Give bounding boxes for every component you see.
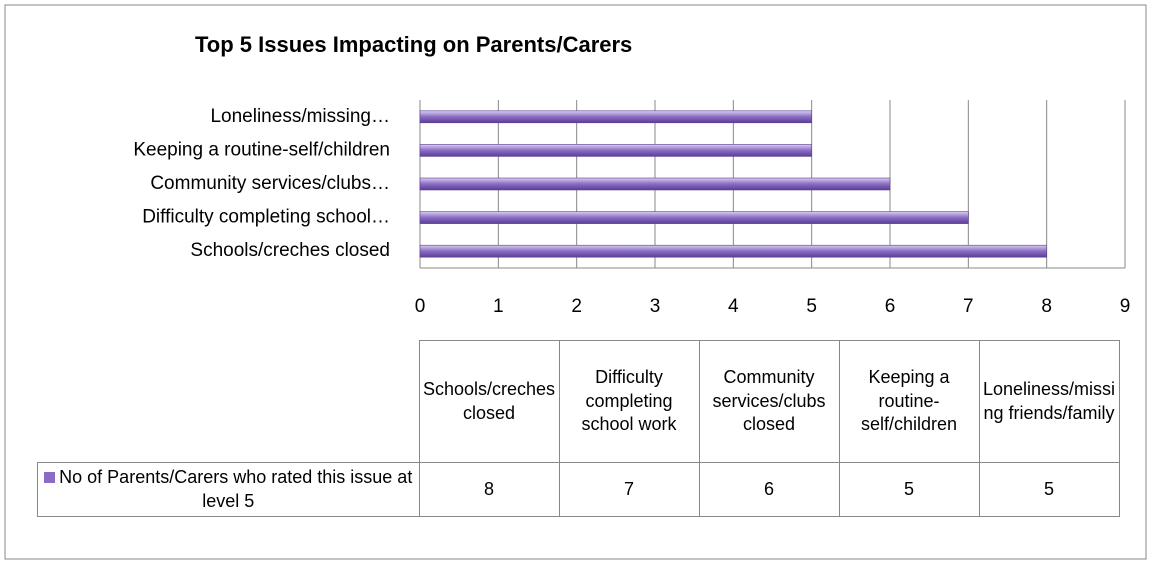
column-header: Loneliness/missing friends/family [978, 340, 1120, 463]
legend-key [44, 472, 56, 484]
bar [419, 110, 812, 124]
column-header: Schools/creches closed [418, 340, 560, 463]
data-row: No of Parents/Carers who rated this issu… [37, 462, 1120, 517]
y-tick-label: Schools/creches closed [190, 240, 390, 261]
bar [419, 144, 812, 157]
y-tick-label: Keeping a routine-self/children [133, 139, 390, 160]
x-tick-label: 3 [650, 296, 661, 317]
value-cell: 7 [558, 462, 700, 517]
x-tick-label: 2 [571, 296, 582, 317]
x-tick-label: 4 [728, 296, 739, 317]
y-tick-label: Loneliness/missing… [210, 106, 390, 127]
row-label: No of Parents/Carers who rated this issu… [37, 462, 420, 517]
value-cell: 6 [698, 462, 840, 517]
x-tick-label: 5 [806, 296, 817, 317]
table-body: Schools/creches closed Difficulty complet… [37, 340, 1120, 517]
value-cell: 5 [978, 462, 1120, 517]
blank-cell [37, 340, 419, 463]
column-header: Keeping a routine-self/children [838, 340, 980, 463]
x-tick-label: 7 [963, 296, 974, 317]
x-tick-label: 9 [1120, 296, 1131, 317]
y-tick-label: Community services/clubs… [150, 173, 390, 194]
legend-label: No of Parents/Carers who rated this issu… [59, 467, 413, 511]
chart-title: Top 5 Issues Impacting on Parents/Carers [195, 32, 632, 57]
column-header: Community services/clubs closed [698, 340, 840, 463]
value-cell: 5 [838, 462, 980, 517]
x-tick-label: 8 [1041, 296, 1052, 317]
column-header: Difficulty completing school work [558, 340, 700, 463]
bar [419, 177, 891, 191]
bar [419, 244, 1047, 258]
y-tick-label: Difficulty completing school… [142, 207, 390, 228]
data-table: Schools/creches closed Difficulty complet… [37, 340, 1120, 517]
x-tick-label: 1 [493, 296, 504, 317]
header-row: Schools/creches closed Difficulty complet… [37, 340, 1120, 463]
value-cell: 8 [418, 462, 560, 517]
bar [419, 211, 969, 224]
frame [4, 4, 1147, 560]
x-tick-label: 6 [885, 296, 896, 317]
x-tick-label: 0 [415, 296, 426, 317]
